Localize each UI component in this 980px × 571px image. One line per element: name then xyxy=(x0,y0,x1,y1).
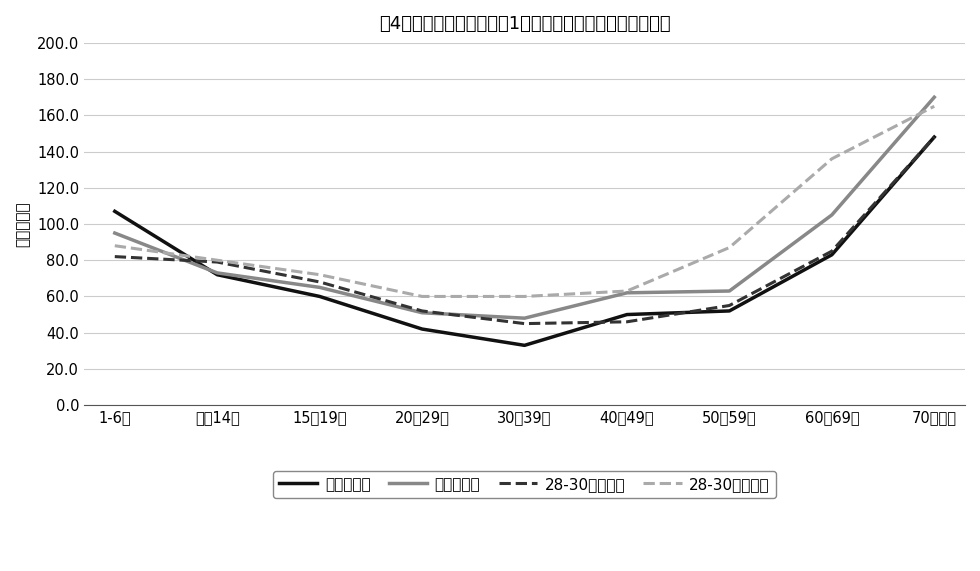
28-30年平均女 xyxy=(826,155,838,162)
28-30年平均男 xyxy=(314,279,325,286)
28-30年平均女 xyxy=(109,242,121,249)
28-30年平均男 xyxy=(518,320,530,327)
令和元年女 xyxy=(826,211,838,218)
Legend: 令和元年男, 令和元年女, 28-30年平均男, 28-30年平均女: 令和元年男, 令和元年女, 28-30年平均男, 28-30年平均女 xyxy=(273,471,776,498)
28-30年平均男 xyxy=(723,302,735,309)
令和元年男 xyxy=(826,251,838,258)
令和元年女 xyxy=(928,94,940,100)
28-30年平均女 xyxy=(928,103,940,110)
Line: 28-30年平均女: 28-30年平均女 xyxy=(115,106,934,296)
令和元年女 xyxy=(212,270,223,276)
Title: 図4　果実類の年齢階層別1人１日当たり摄取量（ｇ／日）: 図4 果実類の年齢階層別1人１日当たり摄取量（ｇ／日） xyxy=(378,15,670,33)
28-30年平均女 xyxy=(212,257,223,264)
Line: 令和元年女: 令和元年女 xyxy=(115,97,934,318)
令和元年女 xyxy=(723,288,735,295)
令和元年女 xyxy=(621,289,633,296)
28-30年平均男 xyxy=(621,319,633,325)
28-30年平均男 xyxy=(928,134,940,140)
28-30年平均男 xyxy=(109,253,121,260)
令和元年男 xyxy=(621,311,633,318)
Line: 令和元年男: 令和元年男 xyxy=(115,137,934,345)
令和元年女 xyxy=(518,315,530,321)
Line: 28-30年平均男: 28-30年平均男 xyxy=(115,137,934,324)
28-30年平均男 xyxy=(826,248,838,255)
令和元年男 xyxy=(723,308,735,315)
令和元年男 xyxy=(109,208,121,215)
28-30年平均女 xyxy=(723,244,735,251)
令和元年男 xyxy=(416,325,428,332)
28-30年平均女 xyxy=(314,271,325,278)
令和元年男 xyxy=(928,134,940,140)
令和元年男 xyxy=(518,342,530,349)
28-30年平均男 xyxy=(212,259,223,266)
令和元年男 xyxy=(212,271,223,278)
令和元年女 xyxy=(416,309,428,316)
Y-axis label: （ｇ／日）: （ｇ／日） xyxy=(15,201,30,247)
28-30年平均女 xyxy=(518,293,530,300)
令和元年女 xyxy=(109,230,121,236)
28-30年平均男 xyxy=(416,308,428,315)
28-30年平均女 xyxy=(416,293,428,300)
令和元年男 xyxy=(314,293,325,300)
令和元年女 xyxy=(314,284,325,291)
28-30年平均女 xyxy=(621,288,633,295)
